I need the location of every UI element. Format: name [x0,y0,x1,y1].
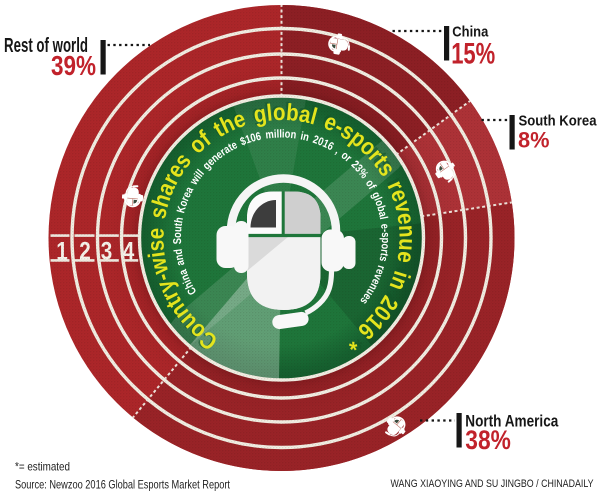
svg-text:39%: 39% [51,50,96,81]
svg-text:Rest of world: Rest of world [4,34,88,57]
svg-text:8%: 8% [518,128,550,153]
svg-text:South Korea: South Korea [519,113,598,130]
svg-text:Source: Newzoo 2016 Global Esp: Source: Newzoo 2016 Global Esports Marke… [15,478,230,492]
svg-text:North America: North America [465,411,558,430]
svg-text:*= estimated: *= estimated [15,460,70,474]
svg-text:15%: 15% [451,38,495,71]
svg-text:China: China [452,23,489,40]
svg-text:WANG XIAOYING AND SU JINGBO /: WANG XIAOYING AND SU JINGBO / CHINADAILY [391,478,595,490]
svg-text:38%: 38% [465,425,511,455]
